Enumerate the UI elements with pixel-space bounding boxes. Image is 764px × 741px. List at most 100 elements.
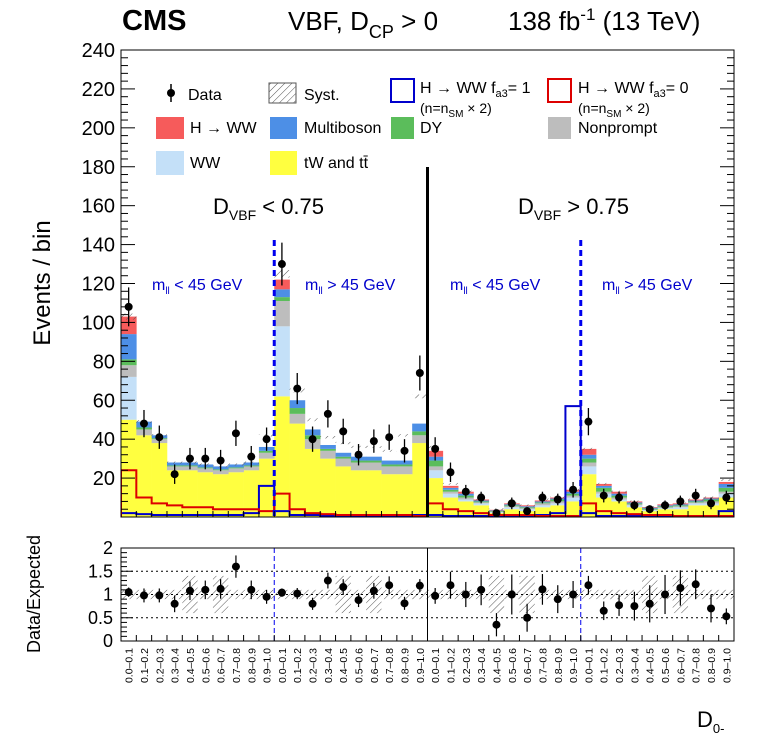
legend-syst-swatch xyxy=(268,82,297,104)
legend-f0-rest: = 0 xyxy=(666,80,689,97)
bar-top-9 xyxy=(258,458,275,517)
ratio-point-35 xyxy=(661,590,670,599)
bar-nonprompt-7 xyxy=(228,468,244,473)
bar-multiboson-19 xyxy=(412,423,428,432)
bar-ww-21 xyxy=(442,493,459,498)
ratio-ytick-label-2: 1 xyxy=(103,585,113,605)
ratio-point-29 xyxy=(569,590,578,599)
xtick-label-39: 0.9–1.0 xyxy=(721,648,733,683)
syst-band-19 xyxy=(412,394,428,399)
ytick-label-140: 140 xyxy=(82,235,115,257)
bar-nonprompt-14 xyxy=(335,458,352,467)
xtick-label-14: 0.4–0.5 xyxy=(338,648,350,683)
legend-hww-label: H → WW xyxy=(190,120,258,137)
ratio-y-axis-title: Data/Expected xyxy=(24,535,44,653)
bar-ww-0 xyxy=(121,376,137,420)
ratio-point-25 xyxy=(507,590,516,599)
legend-f1-swatch xyxy=(390,78,415,103)
bar-nonprompt-9 xyxy=(258,452,275,459)
data-point-6 xyxy=(216,456,225,465)
mll-high-2-rest: > 45 GeV xyxy=(620,277,693,294)
bar-top-18 xyxy=(396,474,413,517)
legend-syst-label: Syst. xyxy=(304,87,340,104)
syst-band-18 xyxy=(396,434,413,437)
legend-f1-note-rest: × 2) xyxy=(463,100,491,116)
ratio-point-9 xyxy=(262,592,271,601)
xtick-label-19: 0.9–1.0 xyxy=(415,648,427,683)
legend-top-label: tW and tt̄ xyxy=(304,155,369,172)
bar-top-38 xyxy=(703,505,719,517)
xtick-label-36: 0.6–0.7 xyxy=(675,648,687,683)
bar-multiboson-17 xyxy=(381,460,398,465)
xtick-label-6: 0.6–0.7 xyxy=(216,648,228,683)
xtick-label-25: 0.5–0.6 xyxy=(507,648,519,683)
xtick-label-22: 0.2–0.3 xyxy=(461,648,473,683)
data-point-20 xyxy=(431,444,440,453)
xtick-label-29: 0.9–1.0 xyxy=(568,648,580,683)
bar-ww-30 xyxy=(580,466,597,475)
bar-dy-13 xyxy=(320,448,336,451)
bar-nonprompt-30 xyxy=(580,462,597,467)
data-point-35 xyxy=(661,501,670,510)
syst-band-3 xyxy=(166,461,183,464)
legend-f1-sub: a3 xyxy=(496,88,508,100)
ratio-point-3 xyxy=(170,599,179,608)
xtick-label-35: 0.5–0.6 xyxy=(660,648,672,683)
xtick-label-4: 0.4–0.5 xyxy=(185,648,197,683)
xtick-label-27: 0.7–0.8 xyxy=(537,648,549,683)
bar-nonprompt-20 xyxy=(427,466,444,471)
data-point-33 xyxy=(630,501,639,510)
bar-nonprompt-0 xyxy=(121,365,137,377)
ratio-point-26 xyxy=(523,613,532,622)
dvbf-right-sub: VBF xyxy=(534,207,561,223)
xtick-label-34: 0.4–0.5 xyxy=(645,648,657,683)
legend-f0-note-sub: SM xyxy=(606,109,621,120)
data-point-10 xyxy=(277,260,286,269)
data-point-25 xyxy=(507,499,516,508)
bar-dy-16 xyxy=(366,460,382,463)
ratio-point-37 xyxy=(691,580,700,589)
ratio-points xyxy=(124,555,731,637)
ytick-label-80: 80 xyxy=(93,351,115,373)
mll-low-label-1: mll < 45 GeV xyxy=(152,277,243,297)
ytick-label-40: 40 xyxy=(93,429,115,451)
bar-top-2 xyxy=(151,443,168,517)
bar-top-6 xyxy=(212,474,229,517)
xtick-label-37: 0.7–0.8 xyxy=(691,648,703,683)
bar-top-10 xyxy=(274,396,290,517)
xtick-label-26: 0.6–0.7 xyxy=(522,648,534,683)
bar-nonprompt-5 xyxy=(197,468,214,473)
data-point-21 xyxy=(446,468,455,477)
ratio-point-27 xyxy=(538,585,547,594)
bar-top-19 xyxy=(412,443,428,517)
ratio-point-15 xyxy=(354,596,363,605)
legend-ww-label: WW xyxy=(190,155,221,172)
ratio-point-20 xyxy=(431,591,440,600)
bar-dy-0 xyxy=(121,359,137,366)
bar-nonprompt-27 xyxy=(534,503,551,506)
mll-low-1-sub: ll xyxy=(165,286,169,297)
legend-nonprompt-swatch xyxy=(548,117,571,139)
legend-f0-label: H → WW fa3= 0 xyxy=(578,80,689,100)
data-point-4 xyxy=(185,454,194,463)
ytick-label-180: 180 xyxy=(82,157,115,179)
region-separators xyxy=(272,167,583,517)
data-point-27 xyxy=(538,493,547,502)
bar-dy-11 xyxy=(289,408,306,414)
bar-hww-39 xyxy=(718,481,734,484)
syst-band-21 xyxy=(442,482,459,485)
data-point-9 xyxy=(262,435,271,444)
legend-dy-swatch xyxy=(391,117,414,139)
data-point-28 xyxy=(553,495,562,504)
xtick-label-16: 0.6–0.7 xyxy=(369,648,381,683)
bar-dy-39 xyxy=(718,487,734,492)
mll-low-2-rest: < 45 GeV xyxy=(468,277,541,294)
x-tick-labels: 0.0–0.1 0.1–0.2 0.2–0.3 0.3–0.4 0.4–0.5 0.5–0… xyxy=(120,511,733,683)
ratio-band-31 xyxy=(596,589,612,600)
bar-nonprompt-10 xyxy=(274,301,290,327)
legend-data-label: Data xyxy=(188,87,222,104)
xtick-label-11: 0.1–0.2 xyxy=(292,648,304,683)
bar-top-15 xyxy=(350,470,367,517)
bar-dy-14 xyxy=(335,456,352,459)
ratio-point-2 xyxy=(155,591,164,600)
